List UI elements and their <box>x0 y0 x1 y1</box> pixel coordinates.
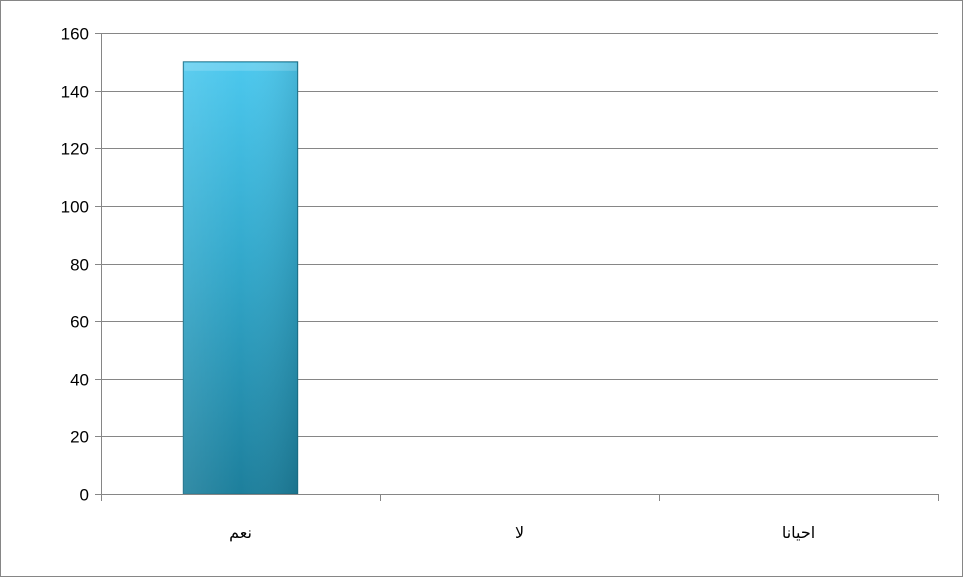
y-tick-label-140: 140 <box>61 83 89 102</box>
bars <box>182 61 299 495</box>
y-tick-label-120: 120 <box>61 140 89 159</box>
axes <box>95 33 939 501</box>
x-tick-label-1: لا <box>515 523 524 542</box>
bar-highlight-0 <box>184 62 297 71</box>
y-tick-label-0: 0 <box>80 486 89 505</box>
x-tick-label-2: احيانا <box>782 523 815 542</box>
y-tick-label-80: 80 <box>70 256 89 275</box>
y-tick-label-40: 40 <box>70 371 89 390</box>
x-tick-label-0: نعم <box>229 523 252 542</box>
labels: 0 20 40 60 80 100 120 140 160 نعم لا احيانا <box>61 25 816 543</box>
y-tick-label-100: 100 <box>61 198 89 217</box>
bar-sheen-0 <box>183 61 298 494</box>
y-tick-label-160: 160 <box>61 25 89 44</box>
y-tick-label-60: 60 <box>70 313 89 332</box>
y-tick-label-20: 20 <box>70 428 89 447</box>
